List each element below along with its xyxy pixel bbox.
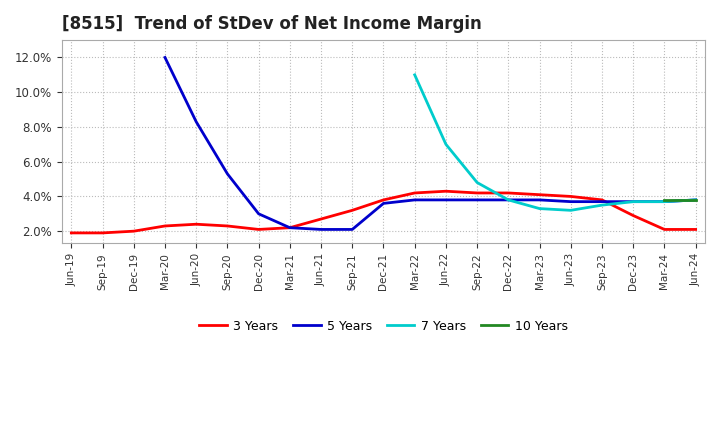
3 Years [286, 225, 294, 231]
Legend: 3 Years, 5 Years, 7 Years, 10 Years: 3 Years, 5 Years, 7 Years, 10 Years [194, 315, 572, 337]
7 Years [629, 199, 637, 204]
3 Years [535, 192, 544, 197]
7 Years [473, 180, 482, 185]
5 Years [254, 211, 263, 216]
3 Years [161, 224, 169, 229]
5 Years [286, 225, 294, 231]
5 Years [504, 197, 513, 202]
3 Years [98, 230, 107, 235]
7 Years [504, 197, 513, 202]
3 Years [67, 230, 76, 235]
3 Years [629, 213, 637, 218]
Line: 3 Years: 3 Years [71, 191, 696, 233]
5 Years [567, 199, 575, 204]
Text: [8515]  Trend of StDev of Net Income Margin: [8515] Trend of StDev of Net Income Marg… [62, 15, 482, 33]
3 Years [223, 224, 232, 229]
5 Years [473, 197, 482, 202]
7 Years [598, 202, 606, 208]
5 Years [629, 199, 637, 204]
10 Years [691, 197, 700, 202]
10 Years [660, 197, 669, 202]
5 Years [441, 197, 450, 202]
3 Years [254, 227, 263, 232]
5 Years [691, 197, 700, 202]
3 Years [192, 222, 200, 227]
3 Years [660, 227, 669, 232]
7 Years [567, 208, 575, 213]
3 Years [691, 227, 700, 232]
5 Years [598, 199, 606, 204]
3 Years [567, 194, 575, 199]
5 Years [348, 227, 356, 232]
7 Years [535, 206, 544, 211]
3 Years [379, 197, 388, 202]
7 Years [441, 142, 450, 147]
3 Years [473, 191, 482, 196]
3 Years [348, 208, 356, 213]
3 Years [410, 191, 419, 196]
3 Years [130, 228, 138, 234]
3 Years [317, 216, 325, 222]
Line: 5 Years: 5 Years [165, 58, 696, 229]
5 Years [660, 199, 669, 204]
5 Years [535, 197, 544, 202]
3 Years [504, 191, 513, 196]
5 Years [161, 55, 169, 60]
7 Years [410, 72, 419, 77]
5 Years [317, 227, 325, 232]
7 Years [660, 199, 669, 204]
5 Years [410, 197, 419, 202]
5 Years [379, 201, 388, 206]
7 Years [691, 197, 700, 202]
Line: 7 Years: 7 Years [415, 75, 696, 210]
5 Years [223, 171, 232, 176]
5 Years [192, 119, 200, 125]
3 Years [441, 189, 450, 194]
3 Years [598, 197, 606, 202]
